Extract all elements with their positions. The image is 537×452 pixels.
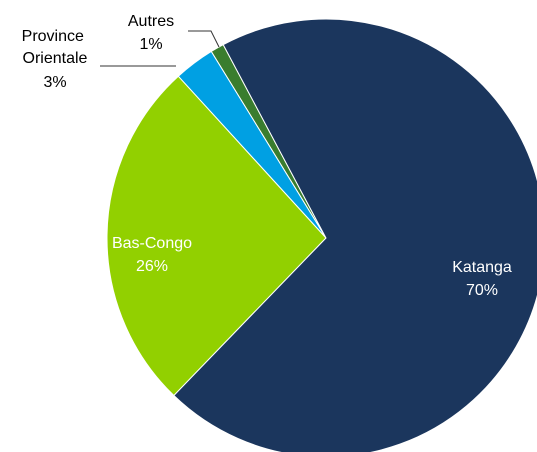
value-label: 26% xyxy=(136,258,168,275)
leader-line xyxy=(188,30,220,48)
value-label: 70% xyxy=(466,282,498,299)
value-label: 3% xyxy=(43,74,66,91)
slice-label: Katanga xyxy=(452,259,512,276)
slice-label: Bas-Congo xyxy=(112,235,192,252)
slice-label: Autres xyxy=(128,13,174,30)
value-label: 1% xyxy=(139,36,162,53)
pie-slice xyxy=(106,75,327,397)
slice-label: Province Orientale xyxy=(22,28,89,67)
pie-slice xyxy=(173,18,537,452)
